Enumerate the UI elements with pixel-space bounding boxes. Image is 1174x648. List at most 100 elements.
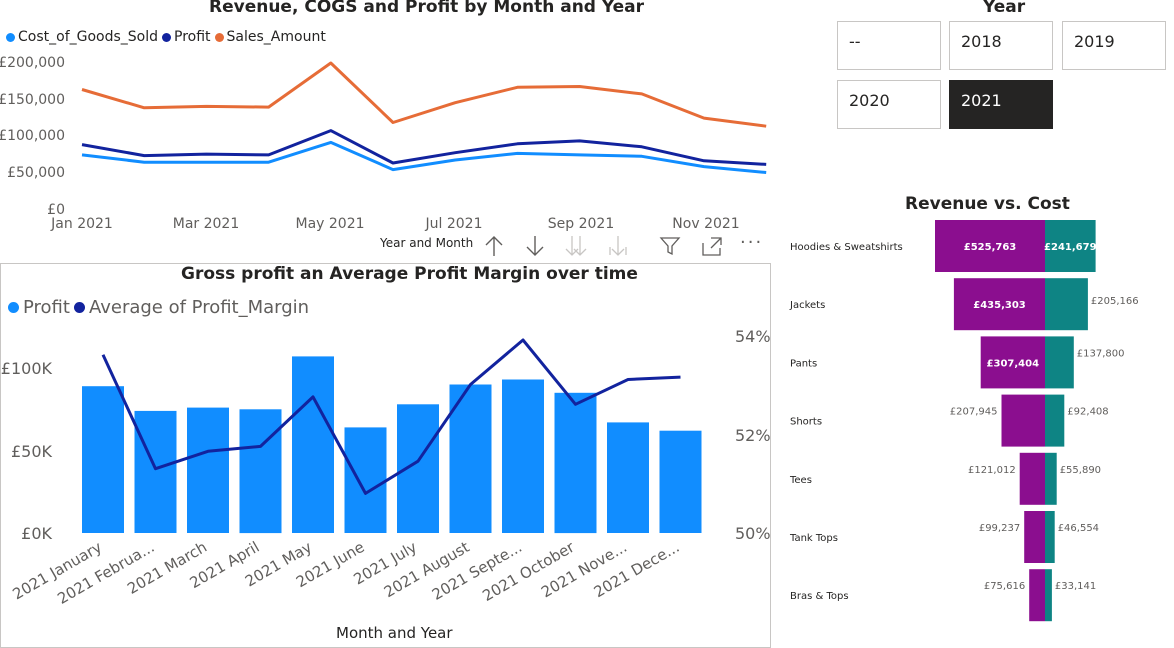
profit-bar[interactable] — [82, 386, 124, 533]
legend-item-profit[interactable]: Profit — [162, 29, 211, 45]
y-tick: £0 — [47, 202, 65, 218]
profit-bar[interactable] — [187, 407, 229, 533]
revenue-data-label: £307,404 — [987, 358, 1040, 369]
cost-data-label: £33,141 — [1055, 581, 1096, 592]
x-tick: Mar 2021 — [173, 216, 240, 232]
line-chart-x-axis: Jan 2021 Mar 2021 May 2021 Jul 2021 Sep … — [50, 216, 740, 232]
x-tick: May 2021 — [295, 216, 364, 232]
y2-tick: 52% — [735, 426, 771, 445]
slicer-option-blank[interactable]: -- — [837, 21, 941, 70]
revenue-bar[interactable] — [1001, 394, 1046, 447]
revenue-data-label: £435,303 — [973, 300, 1026, 311]
cost-data-label: £137,800 — [1077, 348, 1125, 359]
slicer-option-2018[interactable]: 2018 — [949, 21, 1053, 70]
legend-item-cogs[interactable]: Cost_of_Goods_Sold — [6, 29, 158, 45]
cost-bar[interactable] — [1045, 511, 1055, 563]
slicer-option-2019[interactable]: 2019 — [1062, 21, 1166, 70]
revenue-bar[interactable] — [935, 220, 1045, 272]
combo-chart-title: Gross profit an Average Profit Margin ov… — [181, 264, 638, 284]
combo-line — [101, 338, 681, 495]
profit-bar[interactable] — [134, 410, 177, 533]
profit-bar[interactable] — [344, 427, 387, 533]
profit-bar[interactable] — [449, 384, 492, 534]
combo-chart-svg: £100K £50K £0K 54% 52% 50% 2021 January2… — [1, 327, 771, 608]
cost-bar[interactable] — [1045, 569, 1052, 622]
funnel-category-label: Pants — [790, 358, 817, 369]
slicer-title: Year — [983, 0, 1026, 17]
drill-down-icon[interactable] — [524, 234, 546, 258]
funnel-category-label: Tank Tops — [789, 533, 838, 544]
profit-margin-line[interactable] — [101, 338, 681, 495]
cost-data-label: £55,890 — [1060, 465, 1101, 476]
y-tick: £100K — [1, 359, 53, 378]
funnel-chart-svg: Hoodies & Sweatshirts £525,763 £241,679 Jac… — [789, 220, 1139, 622]
revenue-data-label: £207,945 — [950, 407, 998, 418]
cost-bar[interactable] — [1045, 336, 1074, 389]
cost-data-label: £205,166 — [1091, 296, 1139, 307]
funnel-category-label: Hoodies & Sweatshirts — [790, 242, 903, 253]
y-tick: £150,000 — [0, 92, 65, 108]
funnel-category-label: Shorts — [790, 417, 822, 428]
funnel-category-label: Jackets — [789, 300, 825, 311]
revenue-data-label: £75,616 — [984, 581, 1025, 592]
revenue-data-label: £525,763 — [964, 242, 1017, 253]
expand-next-level-icon[interactable] — [564, 234, 588, 258]
cost-bar[interactable] — [1045, 394, 1065, 447]
expand-hierarchy-icon[interactable] — [606, 234, 630, 258]
line-chart-svg: £200,000 £150,000 £100,000 £50,000 £0 Ja… — [0, 55, 767, 232]
profit-bar[interactable] — [239, 409, 282, 534]
line-chart-legend: Cost_of_Goods_Sold Profit Sales_Amount — [6, 29, 330, 45]
line-series-profit[interactable] — [81, 129, 767, 166]
funnel-category-label: Tees — [789, 475, 812, 486]
y-tick: £100,000 — [0, 128, 65, 144]
legend-item-profit-margin[interactable]: Average of Profit_Margin — [73, 297, 309, 318]
slicer-option-2021[interactable]: 2021 — [949, 80, 1053, 129]
combo-chart-legend: Profit Average of Profit_Margin — [8, 297, 313, 318]
line-chart-plot-area — [81, 61, 767, 174]
legend-item-sales[interactable]: Sales_Amount — [214, 29, 326, 45]
profit-bar[interactable] — [659, 430, 702, 533]
legend-dot-icon — [6, 32, 15, 42]
combo-chart-x-label: Month and Year — [336, 624, 453, 642]
drill-up-icon[interactable] — [483, 234, 505, 258]
y-tick: £50K — [11, 442, 53, 461]
cost-bar[interactable] — [1045, 278, 1088, 331]
funnel-plot-area: Hoodies & Sweatshirts £525,763 £241,679 Jac… — [789, 220, 1139, 622]
slicer-option-2020[interactable]: 2020 — [837, 80, 941, 129]
combo-left-axis: £100K £50K £0K — [1, 359, 53, 543]
profit-bar[interactable] — [554, 392, 597, 534]
line-chart-title: Revenue, COGS and Profit by Month and Ye… — [209, 0, 645, 17]
legend-dot-icon — [8, 302, 19, 313]
line-series-cost_of_goods_sold[interactable] — [81, 140, 767, 174]
revenue-bar[interactable] — [1024, 511, 1045, 563]
revenue-bar[interactable] — [980, 336, 1045, 389]
more-options-icon[interactable]: ··· — [740, 232, 764, 253]
filter-icon[interactable] — [659, 235, 681, 257]
cost-bar[interactable] — [1045, 452, 1057, 505]
legend-item-profit[interactable]: Profit — [8, 297, 70, 318]
line-series-sales_amount[interactable] — [81, 61, 767, 128]
profit-bar[interactable] — [607, 422, 649, 533]
cost-bar[interactable] — [1045, 220, 1096, 272]
x-tick: Jan 2021 — [50, 216, 113, 232]
revenue-bar[interactable] — [1029, 569, 1045, 622]
legend-dot-icon — [162, 32, 172, 42]
revenue-data-label: £99,237 — [979, 523, 1020, 534]
funnel-title: Revenue vs. Cost — [905, 194, 1070, 214]
funnel-category-label: Bras & Tops — [790, 591, 849, 602]
x-tick: Jul 2021 — [425, 216, 483, 232]
focus-mode-icon[interactable] — [700, 235, 724, 257]
line-chart-x-label: Year and Month — [380, 236, 474, 250]
combo-right-axis: 54% 52% 50% — [735, 327, 771, 543]
combo-bars — [82, 356, 702, 534]
cost-data-label: £92,408 — [1067, 407, 1108, 418]
profit-bar[interactable] — [292, 356, 334, 533]
revenue-data-label: £121,012 — [968, 465, 1016, 476]
revenue-bar[interactable] — [953, 278, 1045, 331]
cost-data-label: £241,679 — [1044, 242, 1097, 253]
x-tick: Sep 2021 — [548, 216, 614, 232]
profit-bar[interactable] — [502, 379, 544, 534]
line-chart-y-axis: £200,000 £150,000 £100,000 £50,000 £0 — [0, 55, 65, 218]
y-tick: £0K — [21, 524, 52, 543]
revenue-bar[interactable] — [1019, 452, 1045, 505]
